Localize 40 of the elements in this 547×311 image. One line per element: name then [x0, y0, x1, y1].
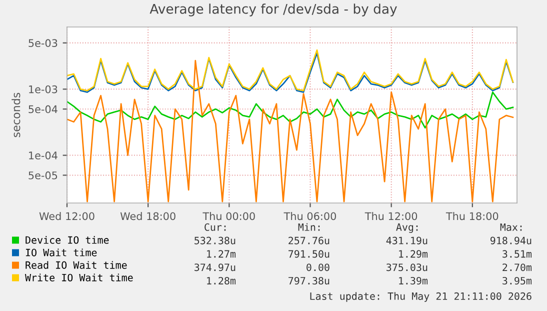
x-tick-label: Thu 06:00 [284, 212, 336, 220]
y-axis-title: seconds [12, 92, 20, 138]
text: Max: [500, 223, 522, 231]
text: 532.38u [194, 236, 236, 244]
text: 375.03u [386, 264, 428, 272]
y-tick-label: 1e-04 [29, 152, 58, 160]
x-tick-label: Thu 12:00 [364, 212, 418, 220]
text: 3.51m [502, 250, 532, 258]
chart-title: Average latency for /dev/sda - by day [150, 4, 397, 16]
text: 1.29m [399, 250, 428, 258]
text: Last update: Thu May 21 21:11:00 2026 [310, 292, 532, 302]
text: Min: [298, 223, 320, 231]
x-tick-label: Wed 12:00 [39, 212, 94, 220]
y-tick-label: 5e-04 [28, 105, 58, 114]
text: 1.39m [399, 276, 428, 285]
text: 797.38u [288, 276, 330, 285]
text: 374.97u [194, 264, 236, 272]
text: 918.94u [490, 236, 532, 244]
legend-label: Read IO Wait time [26, 261, 127, 269]
text: 1.27m [207, 250, 236, 258]
text: 791.50u [288, 250, 330, 258]
y-tick-label: 5e-05 [28, 171, 58, 180]
text: 2.70m [502, 264, 532, 272]
text: 3.95m [502, 276, 532, 285]
line-series [67, 91, 514, 129]
legend-label: Write IO Wait time [25, 274, 133, 282]
x-tick-label: Thu 18:00 [446, 212, 498, 220]
line-series [67, 60, 514, 202]
text: Avg: [396, 223, 418, 233]
y-tick-label: 1e-03 [29, 85, 58, 94]
x-tick-label: Wed 18:00 [120, 212, 176, 220]
text: 0.00 [306, 264, 330, 272]
y-tick-label: 5e-03 [28, 39, 58, 48]
text: 257.76u [288, 236, 330, 244]
text: 1.28m [207, 276, 236, 285]
text: 431.19u [386, 236, 428, 244]
legend-label: IO Wait time [26, 248, 97, 256]
legend-label: Device IO time [26, 236, 109, 244]
text: Cur: [204, 223, 226, 231]
x-tick-label: Thu 00:00 [202, 212, 255, 220]
